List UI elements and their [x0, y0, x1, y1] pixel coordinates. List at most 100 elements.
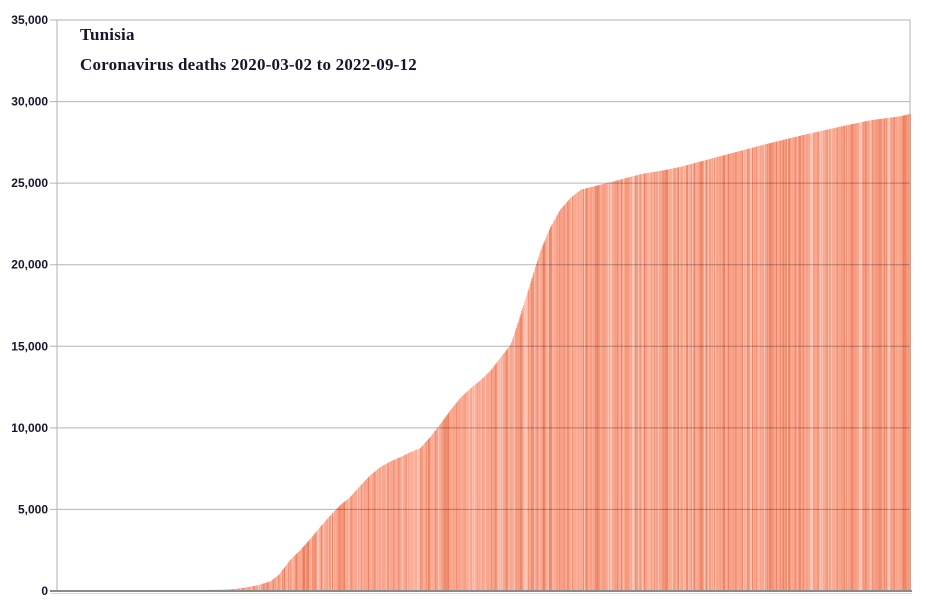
- daily-bar: [293, 556, 295, 591]
- daily-bar: [858, 122, 860, 592]
- daily-bar: [346, 499, 348, 591]
- daily-bar: [253, 585, 255, 591]
- daily-bar: [586, 188, 588, 592]
- daily-bar: [766, 143, 768, 592]
- daily-bar: [366, 479, 368, 591]
- daily-bar: [303, 546, 305, 591]
- daily-bar: [425, 442, 427, 591]
- daily-bar: [508, 347, 510, 591]
- daily-bar: [569, 198, 571, 592]
- daily-bar: [792, 137, 794, 592]
- daily-bar: [393, 460, 394, 591]
- daily-bar: [901, 115, 903, 591]
- daily-bar: [835, 127, 837, 591]
- daily-bar: [321, 524, 323, 591]
- daily-bar: [777, 141, 778, 592]
- daily-bar: [838, 126, 840, 592]
- daily-bar: [524, 302, 526, 591]
- daily-bar: [690, 164, 692, 591]
- daily-bar: [571, 197, 573, 591]
- daily-bar: [324, 521, 326, 591]
- daily-bar: [446, 414, 448, 591]
- daily-bar: [791, 137, 793, 591]
- daily-bar: [258, 585, 260, 591]
- daily-bar: [611, 181, 613, 591]
- daily-bar: [769, 143, 771, 591]
- daily-bar: [833, 128, 835, 592]
- daily-bar: [654, 171, 656, 591]
- daily-bar: [521, 310, 523, 591]
- daily-bar: [513, 333, 515, 591]
- daily-bar: [645, 173, 646, 591]
- daily-bar: [295, 554, 297, 591]
- daily-bar: [406, 453, 408, 591]
- daily-bar: [469, 388, 471, 591]
- daily-bar: [886, 118, 887, 592]
- daily-bar: [404, 455, 406, 591]
- daily-bar: [621, 178, 623, 592]
- daily-bar: [310, 537, 312, 591]
- daily-bar: [865, 121, 867, 592]
- daily-bar: [359, 485, 361, 591]
- daily-bar: [783, 139, 785, 591]
- daily-bar: [391, 460, 393, 591]
- daily-bar: [466, 391, 468, 591]
- daily-bar: [641, 174, 643, 591]
- daily-bar: [292, 557, 294, 591]
- daily-bar: [354, 492, 356, 591]
- daily-bar: [618, 179, 620, 591]
- daily-bar: [301, 548, 303, 591]
- daily-bar: [825, 129, 827, 591]
- daily-bar: [822, 130, 824, 592]
- daily-bar: [348, 497, 350, 591]
- daily-bar: [545, 238, 547, 591]
- daily-bar: [579, 190, 581, 591]
- daily-bar: [307, 541, 309, 591]
- daily-bar: [808, 133, 810, 592]
- daily-bar: [347, 498, 349, 591]
- daily-bar: [813, 132, 815, 592]
- daily-bar: [717, 156, 719, 591]
- daily-bar: [489, 370, 491, 591]
- daily-bar: [737, 151, 739, 592]
- daily-bar: [482, 377, 484, 591]
- daily-bar: [504, 351, 506, 591]
- daily-bar: [616, 180, 618, 591]
- daily-bar: [533, 272, 535, 591]
- daily-bar: [460, 397, 462, 591]
- daily-bar: [443, 418, 445, 591]
- daily-bar: [815, 132, 817, 591]
- daily-bar: [343, 502, 345, 591]
- daily-bar: [867, 120, 869, 591]
- daily-bar: [374, 471, 376, 591]
- daily-bar: [338, 506, 340, 591]
- daily-bar: [657, 171, 658, 591]
- daily-bar: [713, 157, 715, 591]
- daily-bar: [424, 443, 426, 591]
- daily-bar: [439, 424, 441, 591]
- daily-bar: [725, 154, 727, 592]
- daily-bar: [441, 422, 442, 591]
- daily-bar: [852, 123, 854, 591]
- daily-bar: [821, 130, 823, 591]
- daily-bar: [882, 118, 884, 591]
- daily-bar: [637, 174, 639, 591]
- daily-bar: [692, 163, 694, 591]
- daily-bar: [846, 125, 848, 591]
- daily-bar: [587, 187, 589, 592]
- daily-bar: [842, 126, 844, 591]
- daily-bar: [522, 308, 524, 591]
- y-axis-tick-label: 25,000: [11, 176, 48, 190]
- daily-bar: [884, 118, 886, 592]
- daily-bar: [506, 349, 508, 591]
- daily-bar: [333, 512, 334, 591]
- daily-bar: [480, 379, 482, 591]
- daily-bar: [233, 588, 235, 591]
- daily-bar: [885, 118, 886, 591]
- daily-bar: [750, 148, 752, 591]
- daily-bar: [376, 469, 378, 591]
- daily-bar: [472, 386, 474, 591]
- y-axis-tick-label: 20,000: [11, 258, 48, 272]
- daily-bar: [844, 125, 846, 592]
